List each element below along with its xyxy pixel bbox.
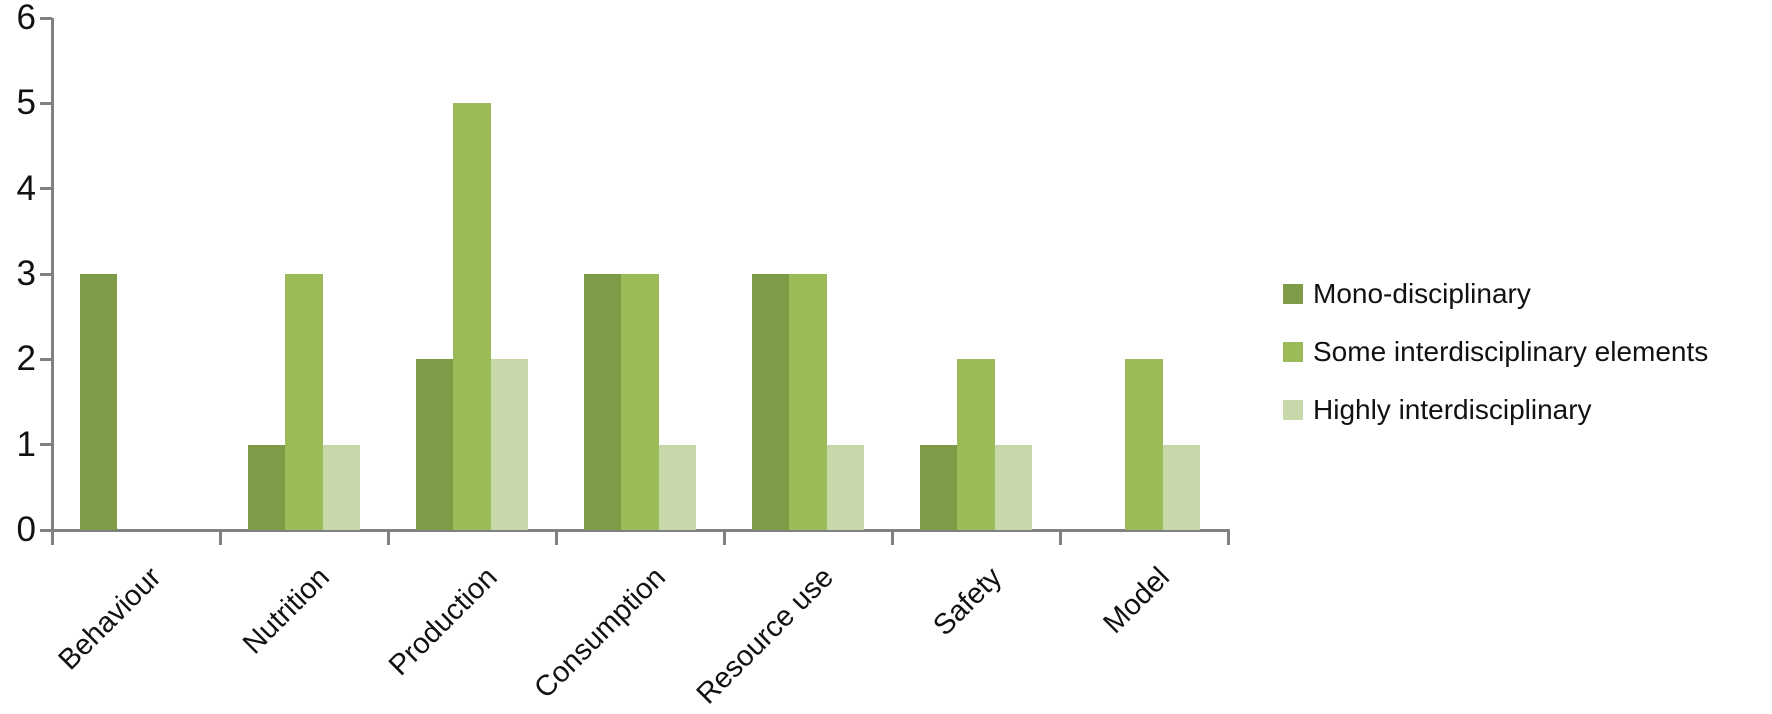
legend-item: Some interdisciplinary elements (1283, 335, 1708, 369)
bar-nutrition (322, 444, 361, 530)
bar-consumption (621, 274, 659, 530)
bar-resource-use (751, 274, 790, 530)
x-axis-category-label: Nutrition (236, 561, 336, 661)
bar-safety (994, 444, 1033, 530)
bar-nutrition (247, 444, 286, 530)
bar-safety (919, 444, 958, 530)
x-axis-tick (554, 530, 558, 545)
x-axis-line (50, 528, 1230, 532)
bar-model (1125, 359, 1163, 530)
bar-safety (957, 359, 995, 530)
y-axis-tick (40, 272, 52, 276)
legend-label: Mono-disciplinary (1313, 278, 1531, 309)
y-axis-tick (40, 443, 52, 447)
y-axis-tick-label: 5 (16, 83, 36, 123)
x-axis-category-label: Production (383, 561, 504, 682)
y-axis-tick (40, 16, 52, 20)
y-axis-tick (40, 357, 52, 361)
legend-swatch-icon (1283, 342, 1303, 362)
bar-consumption (583, 274, 622, 530)
x-axis-tick (50, 530, 54, 545)
y-axis-tick-label: 1 (16, 424, 36, 464)
bar-behaviour (79, 274, 118, 530)
bar-production (415, 359, 454, 530)
legend-label: Highly interdisciplinary (1313, 394, 1592, 425)
y-axis-tick-label: 4 (16, 168, 36, 208)
y-axis-tick-label: 3 (16, 254, 36, 293)
x-axis-category-label: Safety (927, 561, 1008, 643)
bar-resource-use (826, 444, 865, 530)
x-axis-tick (386, 530, 390, 545)
bar-resource-use (789, 274, 827, 530)
x-axis-tick (1226, 530, 1230, 545)
y-axis-line (50, 18, 54, 532)
x-axis-tick (218, 530, 222, 545)
bar-production (490, 359, 529, 530)
x-axis-category-label: Behaviour (52, 561, 168, 677)
x-axis-category-label: Resource use (690, 561, 840, 711)
y-axis-tick (40, 101, 52, 105)
legend-swatch-icon (1283, 400, 1303, 420)
x-axis-category-label: Model (1097, 561, 1176, 640)
bar-model (1162, 444, 1201, 530)
y-axis-tick-label: 2 (16, 339, 36, 379)
legend-label: Some interdisciplinary elements (1313, 336, 1709, 367)
bar-consumption (658, 444, 697, 530)
x-axis-tick (722, 530, 726, 545)
y-axis-tick (40, 528, 52, 532)
legend-swatch-icon (1283, 284, 1303, 304)
y-axis-tick (40, 187, 52, 191)
bar-production (453, 103, 491, 530)
x-axis-tick (890, 530, 894, 545)
legend-item: Mono-disciplinary (1283, 277, 1531, 311)
y-axis-tick-label: 6 (16, 0, 36, 38)
x-axis-tick (1058, 530, 1062, 545)
bar-nutrition (285, 274, 323, 530)
y-axis-tick-label: 0 (16, 510, 36, 549)
legend-item: Highly interdisciplinary (1283, 393, 1592, 427)
x-axis-category-label: Consumption (528, 561, 672, 705)
